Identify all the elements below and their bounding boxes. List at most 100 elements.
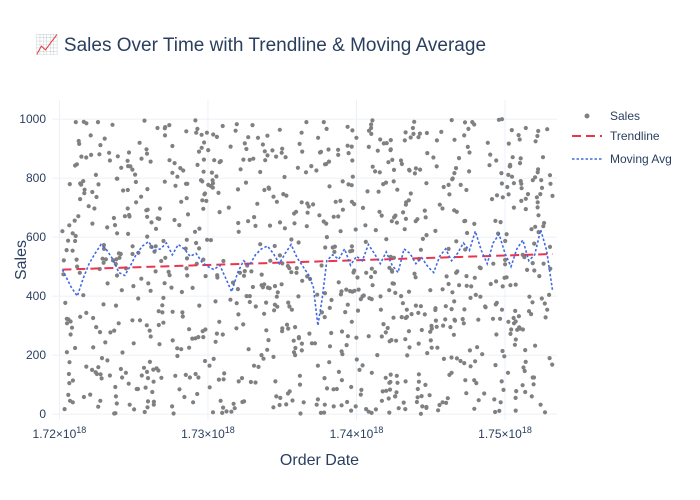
sales-point bbox=[296, 335, 301, 340]
sales-point bbox=[550, 193, 555, 198]
sales-point bbox=[345, 399, 350, 405]
sales-point bbox=[167, 123, 172, 128]
sales-point bbox=[91, 345, 96, 350]
sales-point bbox=[439, 129, 444, 134]
sales-point bbox=[242, 141, 247, 146]
sales-point bbox=[258, 242, 263, 247]
sales-point bbox=[197, 246, 202, 251]
sales-point bbox=[214, 134, 219, 139]
sales-point bbox=[349, 183, 354, 188]
sales-point bbox=[327, 360, 332, 365]
sales-point bbox=[497, 408, 502, 413]
legend-item-moving-avg[interactable]: Moving Avg bbox=[572, 152, 672, 166]
sales-point bbox=[390, 157, 395, 162]
sales-point bbox=[246, 219, 251, 224]
sales-point bbox=[113, 303, 119, 308]
sales-point bbox=[251, 156, 256, 161]
sales-point bbox=[278, 395, 283, 400]
sales-point bbox=[331, 214, 336, 219]
sales-point bbox=[299, 348, 304, 353]
sales-point bbox=[112, 223, 118, 228]
sales-point bbox=[504, 232, 509, 237]
sales-point bbox=[461, 321, 466, 326]
sales-point bbox=[267, 286, 272, 291]
sales-point bbox=[131, 284, 136, 289]
sales-point bbox=[126, 231, 131, 236]
sales-point bbox=[163, 255, 168, 260]
sales-point bbox=[111, 215, 116, 221]
sales-point bbox=[229, 409, 234, 414]
sales-point bbox=[535, 205, 540, 210]
chart-title: 📈 Sales Over Time with Trendline & Movin… bbox=[35, 33, 486, 56]
legend-item-trendline[interactable]: Trendline bbox=[572, 129, 660, 143]
sales-point bbox=[427, 393, 432, 398]
sales-point bbox=[70, 231, 75, 236]
sales-point bbox=[235, 287, 240, 292]
sales-point bbox=[324, 126, 329, 131]
sales-point bbox=[541, 224, 546, 229]
sales-point bbox=[433, 318, 438, 323]
sales-point bbox=[82, 187, 87, 192]
sales-point bbox=[228, 144, 233, 149]
sales-point bbox=[527, 294, 532, 299]
sales-point bbox=[184, 266, 189, 271]
sales-point bbox=[159, 375, 164, 380]
sales-point bbox=[412, 271, 417, 276]
sales-point bbox=[134, 200, 139, 205]
sales-point bbox=[353, 404, 358, 409]
sales-point bbox=[107, 373, 112, 378]
sales-point bbox=[462, 361, 467, 366]
sales-point bbox=[156, 309, 161, 314]
sales-point bbox=[464, 283, 469, 288]
sales-point bbox=[416, 135, 421, 140]
sales-point bbox=[452, 171, 457, 176]
sales-point bbox=[175, 174, 180, 179]
sales-point bbox=[327, 184, 332, 189]
sales-point bbox=[105, 225, 110, 230]
sales-point bbox=[331, 387, 336, 392]
sales-point bbox=[388, 138, 393, 143]
sales-point bbox=[232, 406, 237, 411]
sales-point bbox=[416, 379, 421, 384]
sales-point bbox=[428, 329, 433, 334]
sales-point bbox=[118, 366, 123, 372]
sales-point bbox=[119, 288, 124, 293]
legend-item-sales[interactable]: Sales bbox=[584, 109, 641, 123]
sales-point bbox=[494, 279, 499, 284]
sales-point bbox=[490, 316, 496, 321]
sales-point bbox=[95, 120, 101, 125]
sales-point bbox=[234, 326, 239, 331]
sales-point bbox=[77, 270, 82, 275]
sales-point bbox=[271, 405, 276, 410]
sales-point bbox=[441, 184, 446, 190]
sales-point bbox=[72, 218, 77, 223]
sales-point bbox=[259, 272, 264, 277]
sales-point bbox=[345, 334, 350, 339]
sales-point bbox=[386, 160, 391, 165]
sales-point bbox=[289, 270, 294, 275]
sales-point bbox=[503, 257, 508, 262]
legend[interactable]: Sales Trendline Moving Avg bbox=[572, 109, 672, 166]
sales-point bbox=[239, 376, 245, 381]
sales-point bbox=[99, 356, 105, 361]
sales-point bbox=[449, 307, 454, 312]
sales-point bbox=[407, 345, 412, 350]
sales-point bbox=[412, 171, 417, 176]
sales-point bbox=[190, 285, 195, 290]
sales-point bbox=[380, 389, 385, 394]
sales-point bbox=[277, 220, 283, 225]
sales-point bbox=[437, 202, 442, 207]
sales-point bbox=[262, 282, 267, 287]
sales-point bbox=[449, 118, 454, 123]
sales-point bbox=[408, 191, 413, 196]
sales-point bbox=[170, 309, 175, 314]
sales-point bbox=[472, 122, 477, 127]
sales-point bbox=[255, 135, 261, 140]
sales-point bbox=[373, 228, 378, 233]
sales-point bbox=[452, 299, 457, 304]
sales-point bbox=[224, 409, 229, 414]
sales-point bbox=[190, 336, 195, 341]
sales-point bbox=[473, 359, 478, 364]
sales-point bbox=[235, 187, 241, 192]
sales-point bbox=[494, 332, 499, 337]
